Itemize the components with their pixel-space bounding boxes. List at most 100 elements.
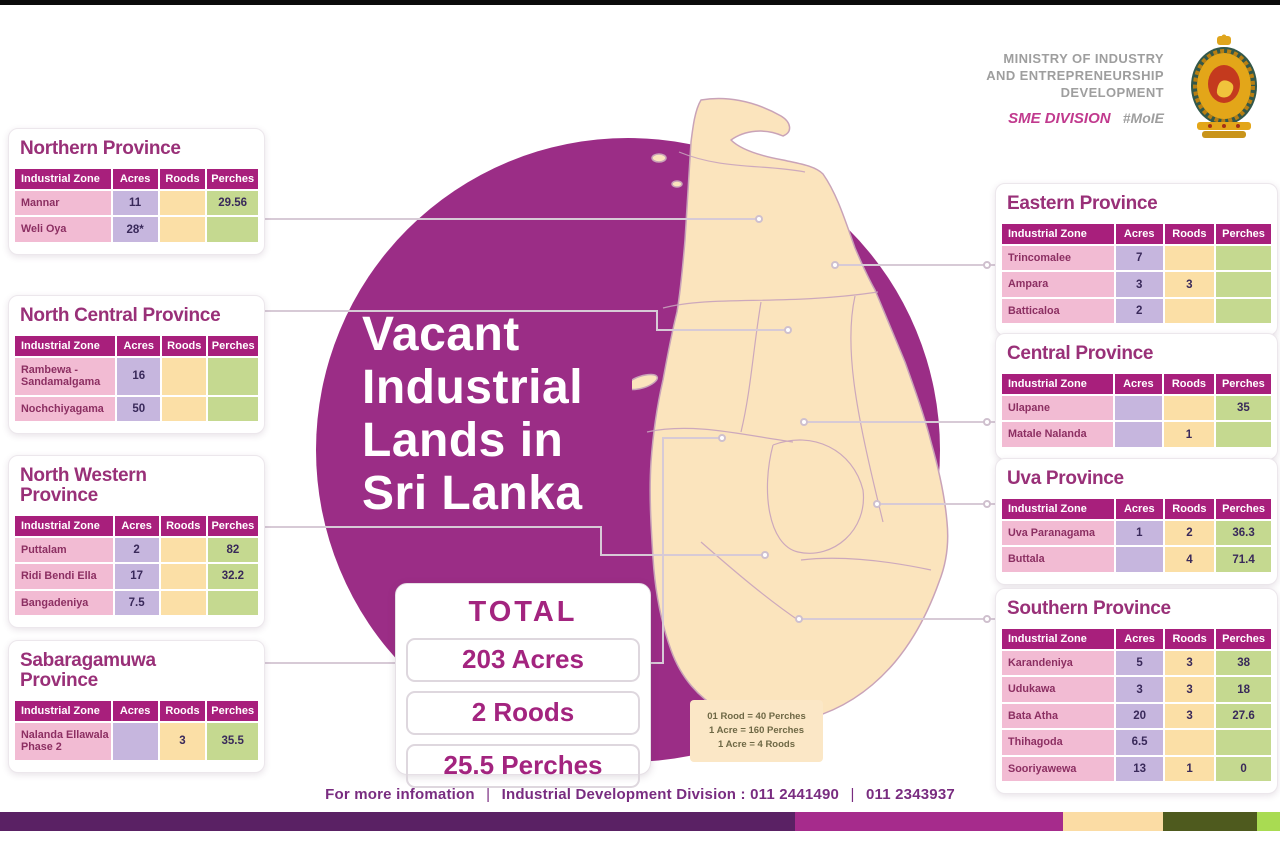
footer-contact: For more infomation | Industrial Develop… xyxy=(0,786,1280,803)
perches-cell: 29.56 xyxy=(207,190,258,216)
column-header: Industrial Zone xyxy=(15,700,111,721)
roods-cell: 1 xyxy=(1165,756,1215,781)
connector-dot xyxy=(761,551,769,559)
zone-cell: Bata Atha xyxy=(1002,703,1115,729)
connector-sabaragamuwa xyxy=(662,437,664,664)
table-row: Bata Atha 20 3 27.6 xyxy=(1002,703,1271,729)
column-header: Perches xyxy=(208,335,258,356)
province-table: Industrial Zone Acres Roods Perches Karanden… xyxy=(1000,627,1273,783)
connector-eastern xyxy=(836,264,996,266)
province-card-southern: Southern Province Industrial Zone Acres Ro… xyxy=(995,588,1278,794)
column-header: Acres xyxy=(117,335,161,356)
column-header: Perches xyxy=(1216,498,1271,519)
table-row: Uva Paranagama 1 2 36.3 xyxy=(1002,520,1271,546)
roods-cell xyxy=(162,396,207,422)
perches-cell: 71.4 xyxy=(1216,547,1271,572)
zone-cell: Mannar xyxy=(15,190,111,216)
connector-southern xyxy=(800,618,996,620)
column-header: Acres xyxy=(112,168,158,189)
column-header: Perches xyxy=(1215,373,1271,394)
zone-cell: Thihagoda xyxy=(1002,730,1115,755)
title-line: Industrial xyxy=(362,361,584,414)
total-label: TOTAL xyxy=(468,596,578,628)
perches-cell: 36.3 xyxy=(1216,520,1271,546)
table-row: Batticaloa 2 xyxy=(1002,298,1271,324)
title-line: Lands in xyxy=(362,414,564,467)
bar-segment-4 xyxy=(1257,812,1280,831)
connector-dot xyxy=(800,418,808,426)
connector-north-central xyxy=(656,310,658,330)
acres-cell: 7.5 xyxy=(114,590,159,616)
zone-cell: Sooriyawewa xyxy=(1002,756,1115,781)
province-card-northern: Northern Province Industrial Zone Acres Ro… xyxy=(8,128,265,255)
roods-cell: 1 xyxy=(1164,422,1214,447)
zone-cell: Matale Nalanda xyxy=(1002,422,1113,447)
table-row: Bangadeniya 7.5 xyxy=(15,590,258,616)
zone-cell: Ridi Bendi Ella xyxy=(15,564,113,589)
acres-cell xyxy=(1114,395,1163,421)
province-table-container: Industrial Zone Acres Roods Perches Puttalam… xyxy=(13,514,260,617)
province-title: Northern Province xyxy=(20,138,181,159)
perches-cell: 32.2 xyxy=(207,564,258,589)
moie-hashtag: #MoIE xyxy=(1122,110,1164,126)
connector-dot xyxy=(795,615,803,623)
province-table: Industrial Zone Acres Roods Perches Trincoma… xyxy=(1000,222,1273,325)
table-row: Ampara 3 3 xyxy=(1002,272,1271,297)
perches-cell xyxy=(208,357,258,395)
province-table-container: Industrial Zone Acres Roods Perches Rambewa … xyxy=(13,334,260,423)
sme-division-label: SME DIVISION xyxy=(1008,110,1111,127)
zone-cell: Udukawa xyxy=(1002,677,1115,702)
roods-cell xyxy=(162,357,207,395)
roods-cell: 3 xyxy=(1164,272,1215,297)
roods-cell: 4 xyxy=(1164,547,1215,572)
conversion-line: 1 Acre = 4 Roods xyxy=(718,739,795,750)
acres-cell: 13 xyxy=(1116,756,1164,781)
perches-cell: 35 xyxy=(1215,395,1271,421)
connector-sabaragamuwa xyxy=(662,437,722,439)
roods-cell xyxy=(1165,730,1215,755)
ministry-line: MINISTRY OF INDUSTRY xyxy=(1003,51,1164,66)
bar-segment-3 xyxy=(1163,812,1257,831)
table-row: Buttala 4 71.4 xyxy=(1002,547,1271,572)
zone-cell: Rambewa - Sandamalgama xyxy=(15,357,116,395)
connector-dot xyxy=(784,326,792,334)
province-title: Sabaragamuwa Province xyxy=(20,650,156,691)
column-header: Roods xyxy=(159,700,206,721)
acres-cell xyxy=(1114,422,1163,447)
province-title: Eastern Province xyxy=(1007,193,1158,214)
perches-cell: 18 xyxy=(1216,677,1271,702)
province-title: Southern Province xyxy=(1007,598,1171,619)
table-row: Nalanda Ellawala Phase 2 3 35.5 xyxy=(15,722,258,760)
column-header: Perches xyxy=(207,168,258,189)
ministry-line: DEVELOPMENT xyxy=(1060,85,1164,100)
connector-northern xyxy=(258,218,762,220)
connector-dot xyxy=(983,500,991,508)
province-table: Industrial Zone Acres Roods Perches Nalanda … xyxy=(13,699,260,762)
connector-north-western xyxy=(600,526,602,555)
unit-conversion-note: 01 Rood = 40 Perches 1 Acre = 160 Perche… xyxy=(690,700,823,762)
column-header: Industrial Zone xyxy=(15,335,116,356)
zone-cell: Puttalam xyxy=(15,537,113,563)
sri-lanka-map xyxy=(632,97,949,724)
perches-cell xyxy=(207,217,258,242)
column-header: Acres xyxy=(1116,628,1164,649)
perches-cell xyxy=(1216,298,1271,324)
bar-segment-1 xyxy=(795,812,1063,831)
footer-color-bar xyxy=(0,812,1280,831)
perches-cell xyxy=(1216,272,1271,297)
perches-cell: 82 xyxy=(207,537,258,563)
column-header: Acres xyxy=(1114,373,1163,394)
connector-dot xyxy=(983,418,991,426)
footer-separator: | xyxy=(486,786,491,803)
roods-cell xyxy=(1164,298,1215,324)
roods-cell: 3 xyxy=(159,722,206,760)
acres-cell: 5 xyxy=(1116,650,1164,676)
province-table: Industrial Zone Acres Roods Perches Puttalam… xyxy=(13,514,260,617)
column-header: Roods xyxy=(1165,628,1215,649)
column-header: Acres xyxy=(114,515,159,536)
zone-cell: Nalanda Ellawala Phase 2 xyxy=(15,722,111,760)
zone-cell: Batticaloa xyxy=(1002,298,1114,324)
footer-separator: | xyxy=(850,786,855,803)
zone-cell: Nochchiyagama xyxy=(15,396,116,422)
table-row: Mannar 11 29.56 xyxy=(15,190,258,216)
